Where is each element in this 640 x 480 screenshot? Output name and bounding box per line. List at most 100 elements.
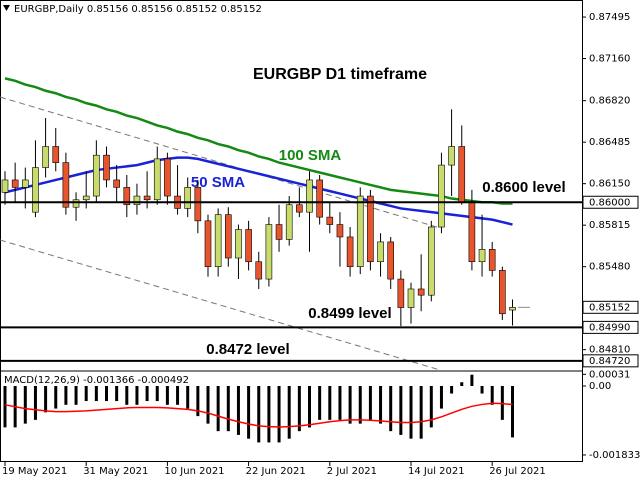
macd-bar	[3, 385, 7, 428]
candle-body	[153, 158, 161, 201]
candle-body	[214, 214, 222, 267]
macd-bar	[216, 385, 220, 432]
macd-bar	[165, 385, 169, 405]
candle-body	[184, 187, 191, 209]
candle-body	[326, 216, 334, 225]
candle-body	[21, 179, 29, 188]
macd-bar	[358, 385, 362, 424]
candle-body	[448, 146, 455, 166]
macd-bar	[419, 385, 423, 439]
macd-bar	[196, 385, 200, 417]
macd-bar	[74, 385, 78, 405]
candle-body	[52, 146, 60, 163]
macd-bar	[247, 385, 251, 439]
macd-bar	[145, 385, 149, 402]
candle-body	[499, 270, 506, 315]
candle-body	[417, 288, 425, 296]
macd-bar	[257, 385, 261, 443]
macd-bar	[409, 385, 413, 439]
level-label: 0.8472 level	[206, 341, 289, 358]
macd-bar	[490, 385, 494, 405]
sma-line	[4, 156, 513, 226]
macd-bar	[135, 385, 139, 405]
candle-body	[103, 154, 110, 181]
candle-body	[468, 201, 476, 263]
candle-body	[316, 179, 323, 218]
candle-body	[123, 187, 131, 206]
macd-bar	[348, 385, 352, 424]
channel-line	[0, 239, 441, 371]
macd-bar	[500, 385, 504, 420]
macd-bar	[125, 385, 129, 405]
candle-body	[387, 241, 395, 280]
macd-bar	[186, 385, 190, 409]
macd-bar	[439, 385, 443, 409]
candle-body	[336, 224, 344, 238]
macd-bar	[308, 385, 311, 428]
macd-bar	[33, 385, 37, 420]
candle-body	[407, 288, 415, 308]
macd-bar	[399, 385, 403, 435]
macd-bar	[338, 385, 342, 420]
candle-body	[285, 204, 293, 240]
macd-bar	[94, 385, 98, 402]
candle-body	[346, 236, 354, 267]
signal-line	[4, 402, 513, 428]
candle-body	[32, 167, 39, 213]
sma-label: 50 SMA	[191, 174, 245, 191]
y-tick-label: 0.84810	[589, 345, 630, 356]
macd-bar	[84, 385, 88, 402]
y-tick-label: 0.85815	[589, 220, 630, 231]
candle-body	[306, 179, 313, 213]
macd-title: MACD(12,26,9) -0.001366 -0.000492	[4, 375, 189, 386]
candle-body	[367, 195, 374, 263]
macd-bar	[480, 385, 484, 394]
x-tick-label: 10 Jun 2021	[164, 466, 224, 477]
x-tick-label: 19 May 2021	[2, 466, 67, 477]
level-label: 0.8600 level	[482, 179, 565, 196]
y-tick-label: 0.86150	[589, 179, 630, 190]
x-tick-label: 2 Jul 2021	[327, 466, 377, 477]
macd-bar	[287, 385, 291, 439]
candle-body	[204, 220, 212, 267]
level-box	[582, 195, 639, 209]
macd-bar	[470, 374, 474, 386]
macd-bar	[105, 385, 108, 402]
macd-bar	[236, 385, 240, 435]
candle-body	[225, 214, 232, 259]
candle-body	[113, 179, 120, 188]
candle-body	[93, 154, 100, 197]
y-tick-label: 0.85480	[589, 262, 630, 273]
y-tick-label: 0.87160	[589, 54, 630, 65]
macd-bar	[389, 385, 393, 432]
candle-body	[478, 249, 486, 263]
macd-bar	[318, 385, 322, 420]
macd-bar	[115, 385, 119, 402]
candle-body	[488, 249, 496, 271]
macd-bar	[297, 385, 301, 432]
macd-bar	[460, 382, 464, 386]
current-price-box	[582, 300, 639, 314]
candle-body	[42, 146, 49, 168]
y-tick-label: -0.001833	[589, 450, 640, 461]
macd-bar	[267, 385, 271, 443]
level-box	[582, 354, 639, 368]
macd-bar	[54, 385, 58, 409]
candle-body	[143, 195, 151, 201]
chart-title: EURGBP D1 timeframe	[253, 66, 427, 83]
sma-label: 100 SMA	[279, 147, 342, 164]
x-tick-label: 14 Jul 2021	[408, 466, 465, 477]
candle-body	[296, 204, 303, 213]
level-price-label: 0.86000	[589, 197, 630, 208]
macd-bar	[206, 385, 210, 424]
macd-bar	[328, 385, 332, 420]
candle-body	[235, 229, 242, 259]
macd-bar	[450, 385, 454, 394]
macd-bar	[176, 385, 180, 405]
y-tick-label: 0.00	[589, 381, 611, 392]
candle-body	[356, 195, 364, 267]
level-price-label: 0.84720	[589, 356, 630, 367]
macd-bar	[379, 385, 383, 424]
candle-body	[72, 199, 80, 208]
